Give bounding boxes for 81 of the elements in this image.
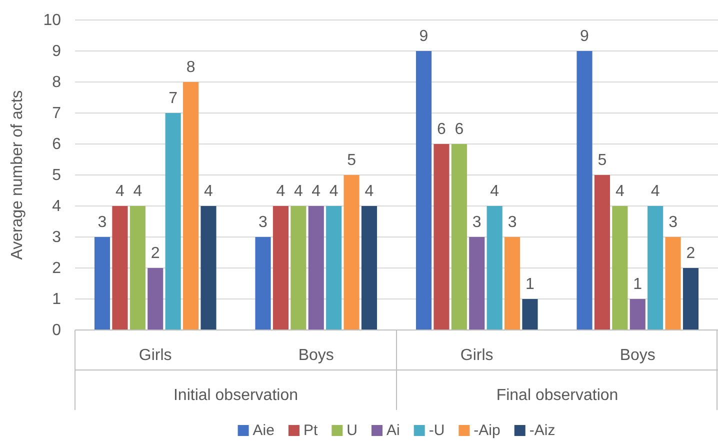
bar: [682, 268, 699, 330]
bar: [290, 206, 306, 330]
data-label: 1: [633, 276, 642, 293]
bar: [361, 206, 378, 330]
data-label: 3: [472, 214, 482, 231]
bar: [612, 206, 628, 330]
data-label: 4: [294, 183, 303, 200]
x-tick-label: Boys: [620, 347, 656, 364]
data-label: 1: [526, 276, 535, 293]
y-tick-label: 7: [52, 105, 62, 122]
y-tick-label: 4: [52, 198, 62, 216]
data-label: 9: [419, 28, 428, 45]
data-label: 2: [150, 245, 160, 262]
legend-label: Ai: [386, 422, 400, 439]
data-label: 9: [580, 28, 590, 45]
y-tick-label: 2: [52, 260, 62, 278]
bar: [630, 299, 646, 330]
y-tick-label: 1: [52, 291, 62, 308]
data-label: 4: [116, 183, 125, 200]
bar: [308, 206, 324, 330]
bar: [344, 175, 360, 330]
data-label: 6: [454, 121, 464, 138]
bar: [272, 206, 289, 330]
bar: [130, 206, 146, 330]
bar: [451, 144, 467, 330]
data-label: 4: [364, 183, 374, 200]
bar: [326, 206, 342, 330]
data-label: 4: [204, 183, 214, 200]
bar: [665, 237, 681, 330]
bar: [576, 51, 592, 330]
bar: [112, 206, 128, 330]
bar: [255, 237, 271, 330]
bar: [165, 113, 181, 330]
legend-label: U: [346, 422, 358, 439]
bar: [648, 206, 664, 330]
y-tick-label: 6: [52, 136, 62, 154]
data-label: 7: [168, 90, 178, 107]
data-label: 3: [508, 214, 517, 231]
data-label: 3: [98, 214, 107, 231]
data-label: 4: [133, 183, 142, 200]
text: Initial observation: [173, 387, 298, 404]
bar: [182, 82, 199, 330]
bar: [522, 299, 538, 330]
bar: [200, 206, 216, 330]
data-label: 2: [686, 245, 696, 262]
data-label: 3: [258, 214, 268, 231]
data-label: 3: [668, 214, 678, 231]
bar: [434, 144, 450, 330]
legend-label: Pt: [303, 422, 318, 439]
data-label: 8: [186, 59, 196, 76]
x-tick-label: Girls: [460, 347, 494, 364]
y-tick-label: 5: [52, 167, 62, 184]
bar: [148, 268, 164, 330]
legend-label: -Aiz: [529, 422, 556, 439]
data-label: 6: [437, 121, 446, 138]
legend-label: Aie: [252, 422, 274, 439]
bar: [594, 175, 610, 330]
y-tick-label: 10: [43, 12, 62, 30]
y-tick-label: 9: [52, 43, 62, 60]
bar: [486, 206, 502, 330]
data-label: 4: [650, 183, 660, 200]
legend-label: -Aip: [474, 422, 500, 439]
bar: [504, 237, 520, 330]
y-tick-label: 3: [52, 229, 62, 246]
data-label: 4: [490, 183, 500, 200]
data-label: 5: [347, 152, 356, 169]
y-axis-title: Average number of acts: [9, 90, 26, 260]
y-tick-label: 8: [52, 74, 62, 92]
legend-label: -U: [428, 422, 445, 439]
data-label: 5: [598, 152, 607, 169]
data-label: 4: [276, 183, 286, 200]
data-label: 4: [329, 183, 338, 200]
y-tick-label: 0: [52, 322, 62, 340]
data-label: 4: [615, 183, 624, 200]
bar: [416, 51, 432, 330]
text: Final observation: [496, 387, 618, 404]
x-tick-label: Boys: [298, 347, 334, 364]
bar: [94, 237, 110, 330]
bar: [469, 237, 485, 330]
data-label: 4: [312, 183, 321, 200]
x-tick-label: Girls: [138, 347, 172, 364]
